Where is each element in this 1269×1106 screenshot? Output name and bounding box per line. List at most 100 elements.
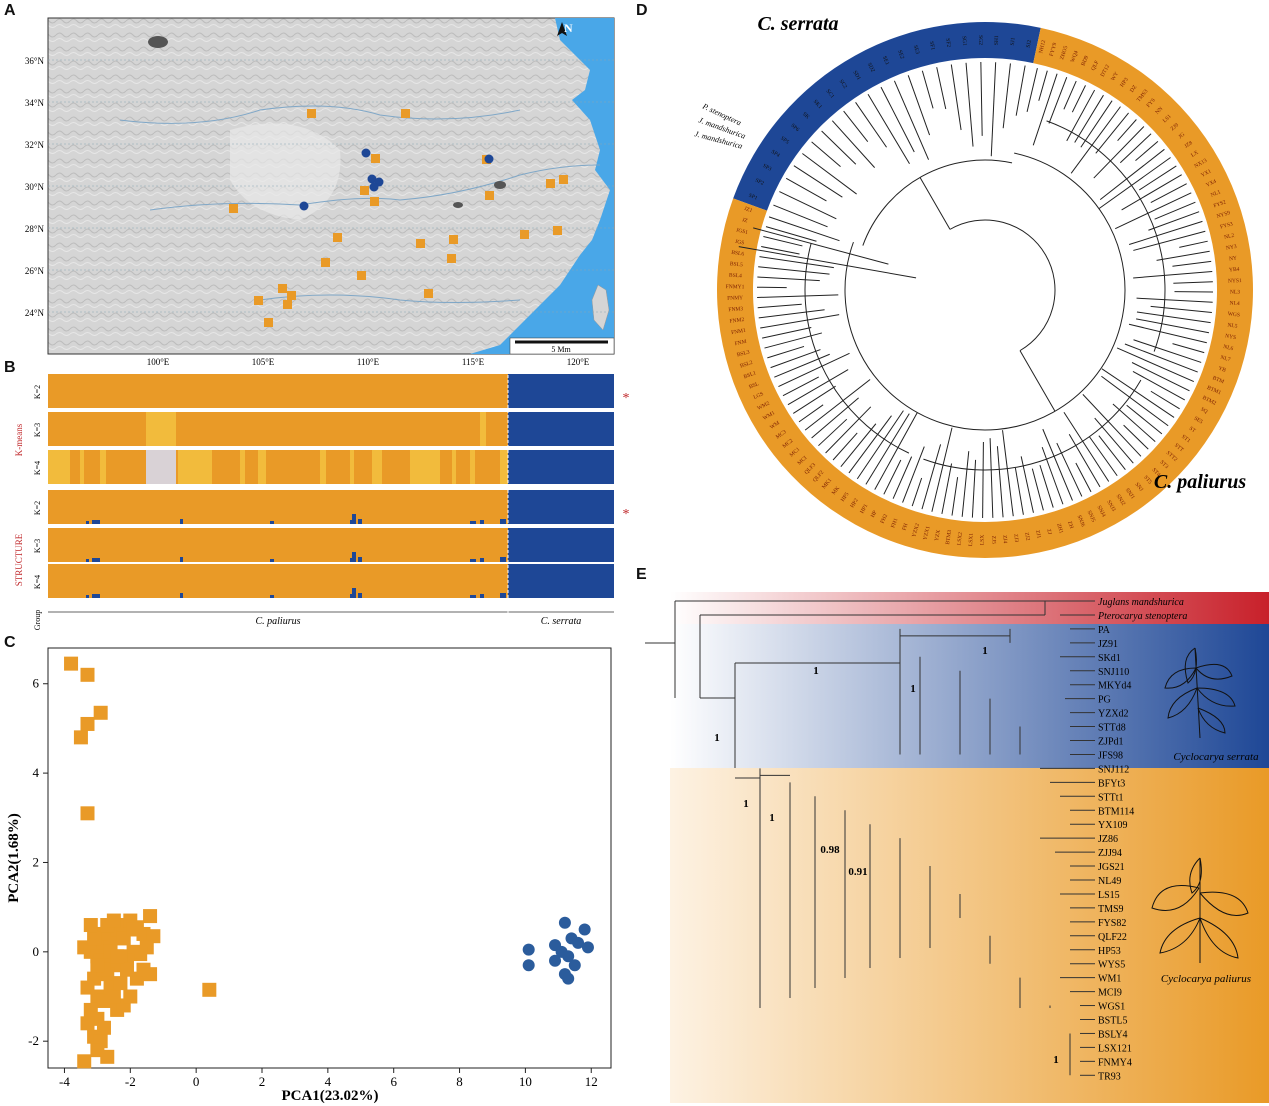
tip-label: JZ91 <box>1098 639 1118 650</box>
tip-branch <box>1101 368 1175 418</box>
admixture-segment <box>92 558 100 562</box>
tip-label: FYS <box>1146 97 1157 109</box>
tip-label: Juglans mandshurica <box>1098 597 1184 608</box>
tip-branch <box>1014 467 1024 515</box>
tip-label: WGS1 <box>1098 1002 1125 1013</box>
data-point <box>80 716 95 731</box>
data-point <box>83 918 98 933</box>
serrata-illustration-label: Cyclocarya serrata <box>1173 751 1259 763</box>
tip-label: SNJ2 <box>1115 494 1127 507</box>
data-point <box>100 1049 115 1064</box>
data-point <box>64 656 79 671</box>
lon-label: 115°E <box>462 357 485 367</box>
admixture-segment <box>480 594 484 598</box>
tip-label: BSTL5 <box>1098 1016 1127 1027</box>
tip-label: ZJ3 <box>1012 534 1019 543</box>
tip-label: HP2 <box>850 497 860 509</box>
tip-label: LSX2 <box>957 532 964 546</box>
support-value: 1 <box>982 645 988 657</box>
tip-label: BTM <box>1211 375 1224 385</box>
svg-text:5 Mm: 5 Mm <box>551 345 571 354</box>
admixture-segment <box>470 559 476 562</box>
tip-branch <box>1074 94 1104 143</box>
tip-branch <box>980 62 983 136</box>
tip-branch <box>1101 375 1169 427</box>
admixture-segment <box>86 595 89 598</box>
tip-label: BSL3 <box>736 349 750 358</box>
tip-branch <box>1150 390 1180 410</box>
lat-label: 26°N <box>25 266 45 276</box>
internal-branch <box>862 159 1013 246</box>
support-value: 1 <box>1053 1054 1059 1066</box>
admixture-segment <box>270 559 274 562</box>
tip-label: STTd8 <box>1098 723 1126 734</box>
tip-branch <box>883 459 902 495</box>
serrata-bar <box>508 412 614 446</box>
tip-branch <box>1114 192 1192 230</box>
tip-label: SNJ4 <box>1096 505 1107 519</box>
tip-label: JZ86 <box>1098 834 1118 845</box>
serrata-sites <box>299 148 494 211</box>
tip-label: SNJ5 <box>1086 510 1097 524</box>
row-label: K=4 <box>33 575 42 589</box>
row-label: Group <box>33 610 42 630</box>
tip-label: SD2 <box>866 62 876 74</box>
rivers <box>119 105 601 303</box>
tip-branch <box>1116 347 1195 383</box>
best-k-marker: * <box>623 391 630 406</box>
tip-branch <box>1135 141 1159 162</box>
tip-branch <box>931 427 953 512</box>
tip-label: FYS3 <box>1220 221 1234 230</box>
data-point <box>143 967 158 982</box>
tip-label: BTM114 <box>1098 806 1134 817</box>
x-tick-label: -4 <box>59 1074 70 1089</box>
tip-label: MKYd4 <box>1098 681 1131 692</box>
tree-branches <box>738 62 1213 518</box>
k4-segment <box>258 450 266 484</box>
data-point <box>568 959 581 972</box>
tip-label: NYS9 <box>1216 210 1231 220</box>
tip-label: WM <box>769 420 781 431</box>
kmeans-bars <box>48 374 614 484</box>
tip-label: SF2 <box>944 38 951 48</box>
tip-branch <box>818 418 848 447</box>
admixture-segment <box>500 557 506 562</box>
tip-branch <box>1042 428 1073 501</box>
lon-label: 120°E <box>567 357 590 367</box>
tip-branch <box>821 130 857 165</box>
tip-label: NL4 <box>1229 300 1240 307</box>
admixture-segment <box>352 514 356 524</box>
lat-label: 32°N <box>25 140 45 150</box>
data-point <box>146 929 161 944</box>
tip-label: SE5 <box>1193 416 1204 426</box>
tip-branch <box>759 256 834 269</box>
tip-branch <box>1098 157 1171 210</box>
tip-branch <box>1002 430 1014 517</box>
pca-scatter-chart: -4 -2 0 2 4 6 8 10 12 -2 0 2 4 6 PCA1(23.02%) PCA2(1.… <box>6 647 612 1104</box>
tip-branch <box>757 303 802 309</box>
serrata-ring-segment <box>733 21 1041 211</box>
tip-label: NY <box>1229 255 1238 262</box>
tip-label: MCI <box>797 455 809 467</box>
k4-segment <box>178 450 212 484</box>
k3-segment <box>146 412 176 446</box>
tip-label: SE3 <box>912 44 920 55</box>
tip-branch <box>1038 70 1048 101</box>
tip-branch <box>1093 126 1145 179</box>
tip-branch <box>757 294 839 298</box>
serrata-bar <box>508 450 614 484</box>
internal-branch <box>919 177 951 230</box>
k4-segment <box>48 450 70 484</box>
structure-method-label: STRUCTURE <box>14 533 24 586</box>
tip-label: LSX121 <box>1098 1043 1132 1054</box>
admixture-segment <box>92 520 100 524</box>
panel-label-e: E <box>636 566 647 583</box>
tree-branches <box>645 600 1095 1076</box>
tip-label: SP4 <box>770 149 781 159</box>
tip-branch <box>1063 80 1077 110</box>
tip-label: JZ1 <box>743 206 753 214</box>
lat-label: 36°N <box>25 56 45 66</box>
admixture-segment <box>358 557 362 562</box>
tip-label: SE1 <box>881 55 890 66</box>
